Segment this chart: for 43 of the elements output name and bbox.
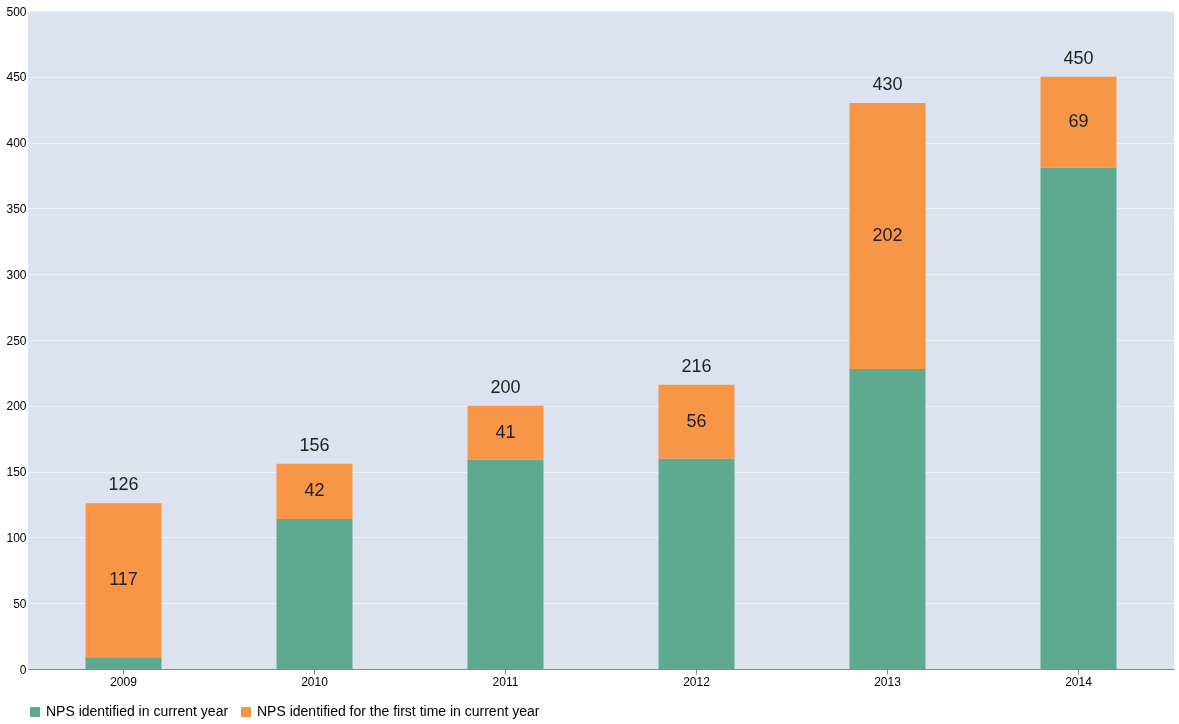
y-tick-label: 50: [13, 596, 27, 611]
y-tick-label: 450: [6, 70, 27, 85]
total-label: 200: [490, 376, 521, 397]
y-tick-label: 0: [19, 662, 27, 677]
bar: [276, 463, 353, 519]
y-tick-label: 500: [6, 4, 27, 19]
legend-label: NPS identified in current year: [46, 703, 229, 719]
x-tick-label: 2014: [1065, 674, 1093, 689]
data-label: 41: [495, 421, 516, 442]
x-tick-label: 2011: [492, 674, 519, 689]
legend-label: NPS identified for the first time in current year: [257, 703, 540, 719]
bar: [467, 405, 544, 460]
total-label: 156: [299, 434, 330, 455]
x-tick-label: 2009: [110, 674, 138, 689]
y-tick-label: 300: [6, 267, 27, 282]
y-tick-label: 200: [6, 399, 27, 414]
y-tick-label: 400: [6, 136, 27, 151]
data-label: 56: [686, 410, 707, 431]
total-label: 126: [108, 474, 139, 495]
bar: [849, 368, 926, 669]
data-label: 42: [304, 480, 325, 501]
bar: [1040, 167, 1117, 669]
bar: [85, 657, 162, 669]
data-label: 69: [1068, 111, 1089, 132]
total-label: 450: [1063, 47, 1094, 68]
bar: [658, 458, 735, 669]
y-tick-label: 250: [6, 333, 27, 348]
x-tick-label: 2012: [683, 674, 711, 689]
x-tick-label: 2013: [874, 674, 902, 689]
x-tick-label: 2010: [301, 674, 329, 689]
bar: [658, 384, 735, 459]
bar: [849, 103, 926, 369]
y-tick-label: 150: [6, 465, 27, 480]
data-label: 202: [872, 225, 903, 246]
bar: [85, 503, 162, 658]
y-tick-label: 100: [6, 530, 27, 545]
bar: [1040, 76, 1117, 168]
y-tick-label: 350: [6, 201, 27, 216]
total-label: 216: [681, 355, 712, 376]
data-label: 117: [109, 569, 138, 590]
bar: [276, 518, 353, 669]
bar: [467, 459, 544, 669]
total-label: 430: [872, 74, 903, 95]
